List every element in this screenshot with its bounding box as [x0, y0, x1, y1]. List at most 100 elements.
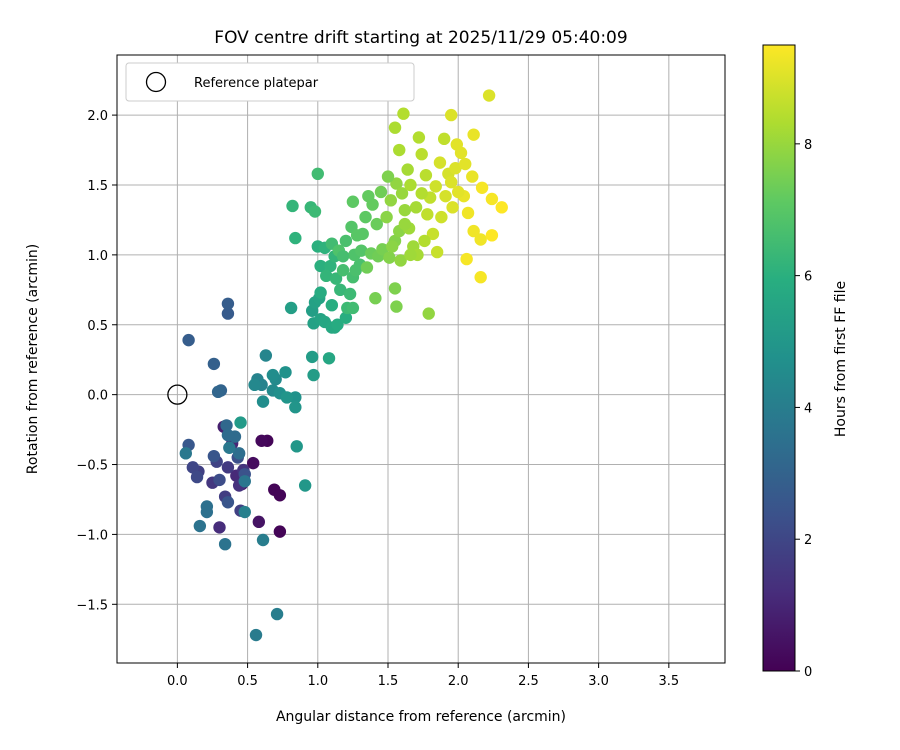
data-point: [394, 254, 407, 267]
data-point: [346, 301, 360, 315]
data-point: [495, 201, 508, 214]
data-point: [360, 261, 374, 274]
data-point: [412, 131, 426, 144]
data-point: [305, 350, 319, 364]
data-point: [467, 128, 480, 141]
x-tick-label: 2.5: [518, 674, 539, 689]
data-point: [422, 307, 435, 320]
data-point: [393, 143, 406, 157]
data-point: [429, 180, 442, 193]
data-point: [386, 240, 399, 253]
data-point: [355, 244, 368, 257]
data-point: [384, 194, 398, 207]
data-point: [334, 283, 347, 297]
data-point: [459, 157, 472, 171]
data-point: [193, 519, 207, 533]
grid: [117, 55, 725, 663]
data-point: [207, 357, 221, 371]
data-point: [444, 175, 458, 189]
colorbar-tick-label: 0: [804, 665, 812, 680]
data-point: [359, 210, 372, 224]
chart-title: FOV centre drift starting at 2025/11/29 …: [214, 28, 627, 48]
data-point: [433, 156, 447, 169]
y-tick-label: 1.5: [87, 179, 108, 194]
data-point: [325, 298, 339, 312]
data-point: [356, 227, 369, 241]
data-point: [346, 195, 360, 208]
y-axis-label: Rotation from reference (arcmin): [25, 244, 41, 474]
data-point: [273, 489, 287, 502]
data-point: [213, 473, 226, 487]
data-point: [485, 192, 499, 206]
reference-point-marker: [167, 384, 188, 405]
data-point: [200, 505, 214, 519]
data-point: [336, 250, 350, 263]
data-point: [256, 533, 270, 547]
data-point: [398, 203, 412, 217]
x-tick-label: 3.0: [588, 674, 609, 689]
x-tick-label: 1.0: [307, 674, 328, 689]
y-tick-label: 0.5: [87, 319, 108, 334]
data-points: [179, 89, 508, 642]
colorbar-label: Hours from first FF file: [833, 281, 849, 437]
legend: Reference platepar: [125, 62, 415, 102]
data-point: [252, 515, 266, 529]
data-point: [314, 259, 327, 273]
data-point: [238, 475, 251, 488]
data-point: [370, 217, 383, 231]
data-point: [256, 395, 270, 408]
data-point: [207, 449, 221, 463]
data-point: [475, 181, 489, 194]
colorbar-ticks: 0 2 4 6 8: [795, 138, 812, 680]
y-tick-label: 1.0: [87, 249, 108, 264]
data-point: [390, 177, 403, 190]
data-point: [485, 229, 499, 242]
data-point: [388, 282, 402, 295]
data-point: [190, 470, 204, 484]
data-point: [339, 234, 353, 248]
data-point: [289, 401, 302, 414]
data-point: [234, 416, 247, 429]
data-point: [381, 170, 395, 183]
legend-marker: [145, 71, 167, 93]
data-point: [482, 89, 496, 102]
data-point: [446, 201, 459, 214]
data-point: [259, 349, 273, 362]
data-point: [179, 447, 193, 460]
data-point: [401, 163, 414, 176]
data-point: [426, 227, 440, 241]
y-tick-label: 0.0: [87, 389, 108, 404]
x-tick-label: 1.5: [378, 674, 399, 689]
data-point: [343, 287, 357, 301]
data-point: [404, 178, 417, 192]
data-point: [221, 496, 235, 509]
data-point: [211, 385, 225, 399]
data-point: [444, 108, 458, 122]
data-point: [460, 252, 473, 266]
data-point: [409, 201, 423, 214]
data-point: [307, 368, 320, 382]
x-tick-label: 0.5: [237, 674, 258, 689]
data-point: [249, 628, 263, 642]
data-point: [280, 391, 294, 404]
data-point: [298, 479, 312, 492]
data-point: [329, 272, 343, 285]
data-point: [270, 607, 284, 621]
data-point: [308, 205, 322, 218]
data-point: [415, 187, 428, 200]
data-point: [213, 521, 226, 534]
data-point: [182, 333, 195, 347]
data-point: [419, 169, 433, 182]
data-point: [461, 206, 475, 220]
data-point: [284, 301, 298, 315]
data-point: [474, 233, 487, 246]
data-point: [395, 187, 409, 200]
y-tick-label: −0.5: [76, 459, 108, 474]
data-point: [320, 269, 333, 283]
data-point: [404, 248, 417, 262]
x-axis-ticks: 0.0 0.5 1.0 1.5 2.0 2.5 3.0 3.5: [167, 663, 679, 689]
data-point: [290, 440, 303, 453]
plot-frame: [116, 54, 726, 664]
data-point: [380, 210, 393, 224]
